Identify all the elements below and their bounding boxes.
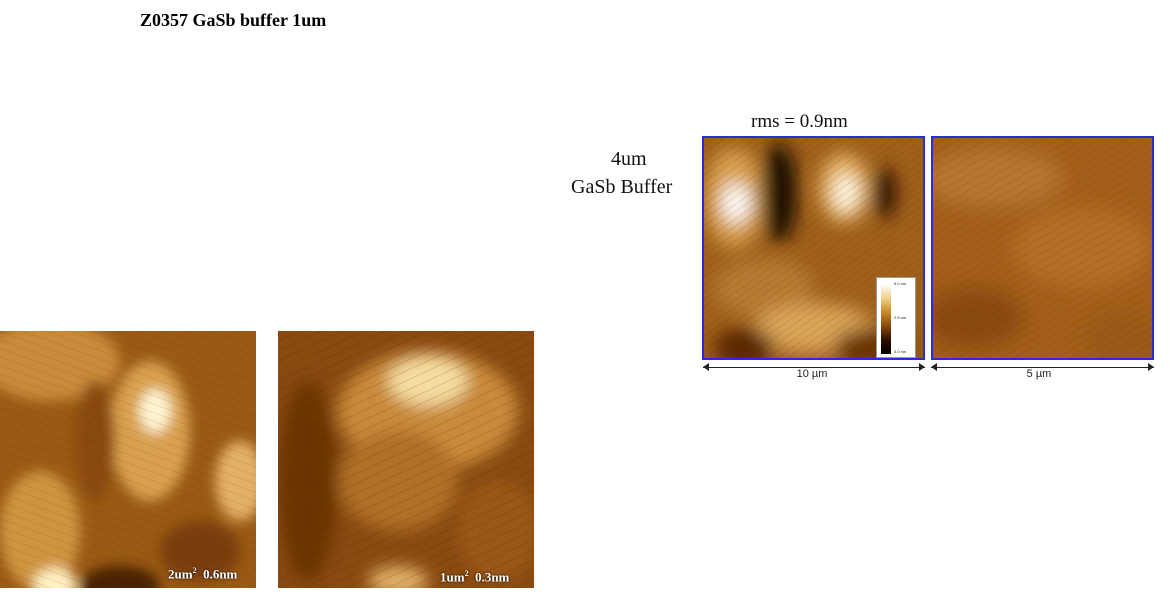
caption-area: 2um [168, 566, 193, 582]
caption-area: 1um [440, 569, 465, 585]
sample-label-line1: 4um [611, 148, 647, 170]
scalebar-5um-label: 5 µm [1026, 368, 1052, 380]
colorbar-tick-max: 5.0 nm [894, 281, 907, 286]
caption-exp: 2 [464, 569, 469, 578]
afm-image-1um [278, 331, 534, 588]
slide-title: Z0357 GaSb buffer 1um [140, 10, 327, 30]
caption-rms: 0.3nm [475, 569, 510, 585]
caption-rms: 0.6nm [203, 566, 238, 582]
colorbar-gradient [881, 284, 891, 354]
afm-image-10um [702, 136, 925, 360]
sample-label-line2: GaSb Buffer [571, 176, 673, 198]
afm-image-2um [0, 331, 256, 588]
colorbar-tick-min: 0.0 nm [894, 349, 907, 354]
afm-image-5um [931, 136, 1154, 360]
height-colorbar: 5.0 nm 2.5 nm 0.0 nm [876, 277, 916, 358]
colorbar-tick-mid: 2.5 nm [894, 315, 907, 320]
afm-image-1um-caption: 1um2 0.3nm [440, 569, 509, 585]
scalebar-10um-label: 10 µm [796, 368, 828, 380]
scalebar-10um [703, 361, 925, 375]
caption-exp: 2 [192, 566, 197, 575]
rms-label: rms = 0.9nm [751, 111, 848, 132]
afm-image-2um-caption: 2um2 0.6nm [168, 566, 237, 582]
scalebar-5um [931, 361, 1154, 375]
